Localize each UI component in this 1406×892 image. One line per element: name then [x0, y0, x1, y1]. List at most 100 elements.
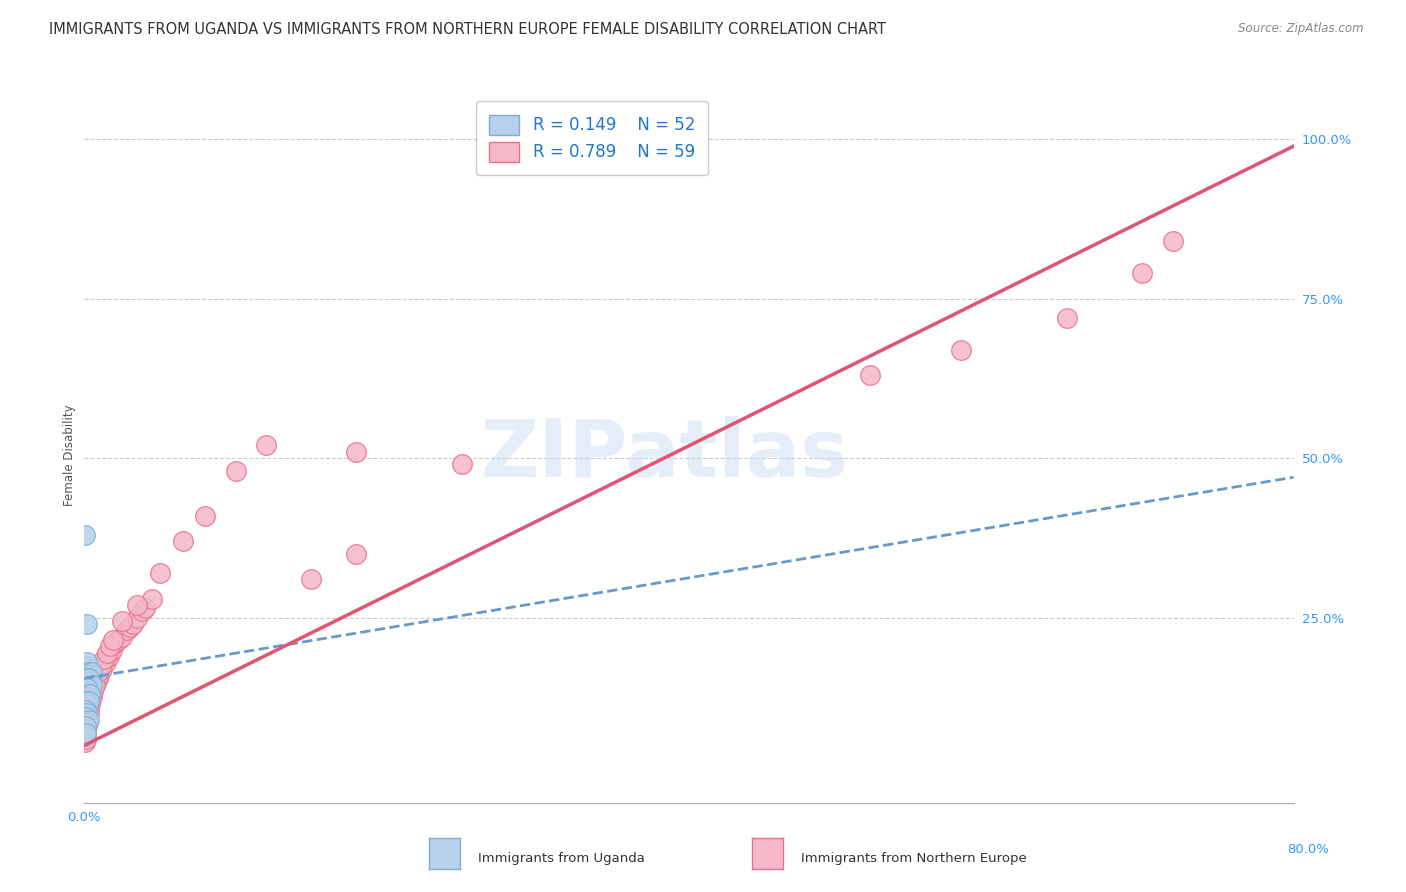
Point	[75, 731, 97, 746]
Text: Source: ZipAtlas.com: Source: ZipAtlas.com	[1239, 22, 1364, 36]
Point	[75, 725, 97, 739]
Point	[127, 610, 149, 624]
Point	[76, 684, 98, 698]
Point	[75, 713, 97, 727]
Point	[79, 687, 101, 701]
Point	[1161, 234, 1184, 248]
Point	[76, 703, 98, 717]
Point	[75, 723, 97, 737]
Point	[121, 617, 143, 632]
Point	[127, 598, 149, 612]
Point	[75, 690, 97, 705]
Point	[859, 368, 882, 383]
Point	[77, 671, 100, 685]
Point	[299, 573, 322, 587]
Point	[86, 674, 108, 689]
Point	[82, 681, 104, 695]
Text: IMMIGRANTS FROM UGANDA VS IMMIGRANTS FROM NORTHERN EUROPE FEMALE DISABILITY CORR: IMMIGRANTS FROM UGANDA VS IMMIGRANTS FRO…	[49, 22, 886, 37]
Point	[77, 668, 100, 682]
Point	[80, 665, 103, 679]
Text: Immigrants from Uganda: Immigrants from Uganda	[478, 852, 645, 864]
Point	[90, 658, 112, 673]
Point	[75, 694, 97, 708]
Point	[75, 709, 97, 723]
Point	[77, 713, 100, 727]
Point	[194, 508, 217, 523]
Point	[76, 713, 98, 727]
Point	[1130, 266, 1153, 280]
Point	[76, 706, 98, 721]
Point	[75, 665, 97, 679]
Point	[94, 656, 117, 670]
Point	[101, 633, 124, 648]
Point	[76, 681, 98, 695]
Point	[346, 547, 368, 561]
Point	[75, 694, 97, 708]
Point	[118, 620, 141, 634]
Point	[107, 633, 129, 648]
Point	[75, 719, 97, 733]
Point	[87, 665, 110, 679]
Point	[77, 700, 100, 714]
Point	[76, 671, 98, 685]
Text: ZIPatlas: ZIPatlas	[481, 416, 849, 494]
Point	[82, 684, 104, 698]
Point	[75, 527, 97, 541]
Point	[950, 343, 973, 357]
Point	[451, 458, 474, 472]
Point	[75, 706, 97, 721]
Point	[131, 604, 153, 618]
Text: Immigrants from Northern Europe: Immigrants from Northern Europe	[801, 852, 1028, 864]
Point	[104, 636, 127, 650]
Point	[80, 690, 103, 705]
Point	[84, 678, 107, 692]
Point	[76, 658, 98, 673]
Point	[75, 662, 97, 676]
Point	[100, 642, 122, 657]
Point	[172, 534, 194, 549]
Point	[75, 697, 97, 711]
Point	[97, 648, 120, 663]
Point	[75, 681, 97, 695]
Point	[75, 725, 97, 739]
Point	[76, 674, 98, 689]
Point	[346, 444, 368, 458]
Point	[76, 719, 98, 733]
Point	[115, 624, 138, 638]
Point	[79, 697, 101, 711]
Point	[79, 668, 101, 682]
Point	[75, 703, 97, 717]
Point	[134, 601, 156, 615]
Point	[76, 697, 98, 711]
Point	[75, 687, 97, 701]
Point	[89, 668, 111, 682]
Point	[77, 674, 100, 689]
Point	[98, 640, 121, 654]
Point	[80, 668, 103, 682]
Y-axis label: Female Disability: Female Disability	[63, 404, 76, 506]
Point	[75, 719, 97, 733]
Point	[80, 687, 103, 701]
Point	[77, 665, 100, 679]
Point	[77, 694, 100, 708]
Point	[75, 690, 97, 705]
Point	[79, 690, 101, 705]
Point	[76, 706, 98, 721]
Point	[79, 694, 101, 708]
Point	[91, 662, 114, 676]
Point	[79, 671, 101, 685]
Point	[77, 697, 100, 711]
Text: 80.0%: 80.0%	[1286, 843, 1329, 856]
Point	[149, 566, 172, 580]
Point	[77, 690, 100, 705]
Point	[77, 706, 100, 721]
Point	[75, 735, 97, 749]
Point	[79, 674, 101, 689]
Point	[75, 668, 97, 682]
Point	[80, 678, 103, 692]
Point	[225, 464, 247, 478]
Point	[1056, 310, 1078, 325]
Point	[77, 668, 100, 682]
Point	[111, 630, 134, 644]
Point	[84, 678, 107, 692]
